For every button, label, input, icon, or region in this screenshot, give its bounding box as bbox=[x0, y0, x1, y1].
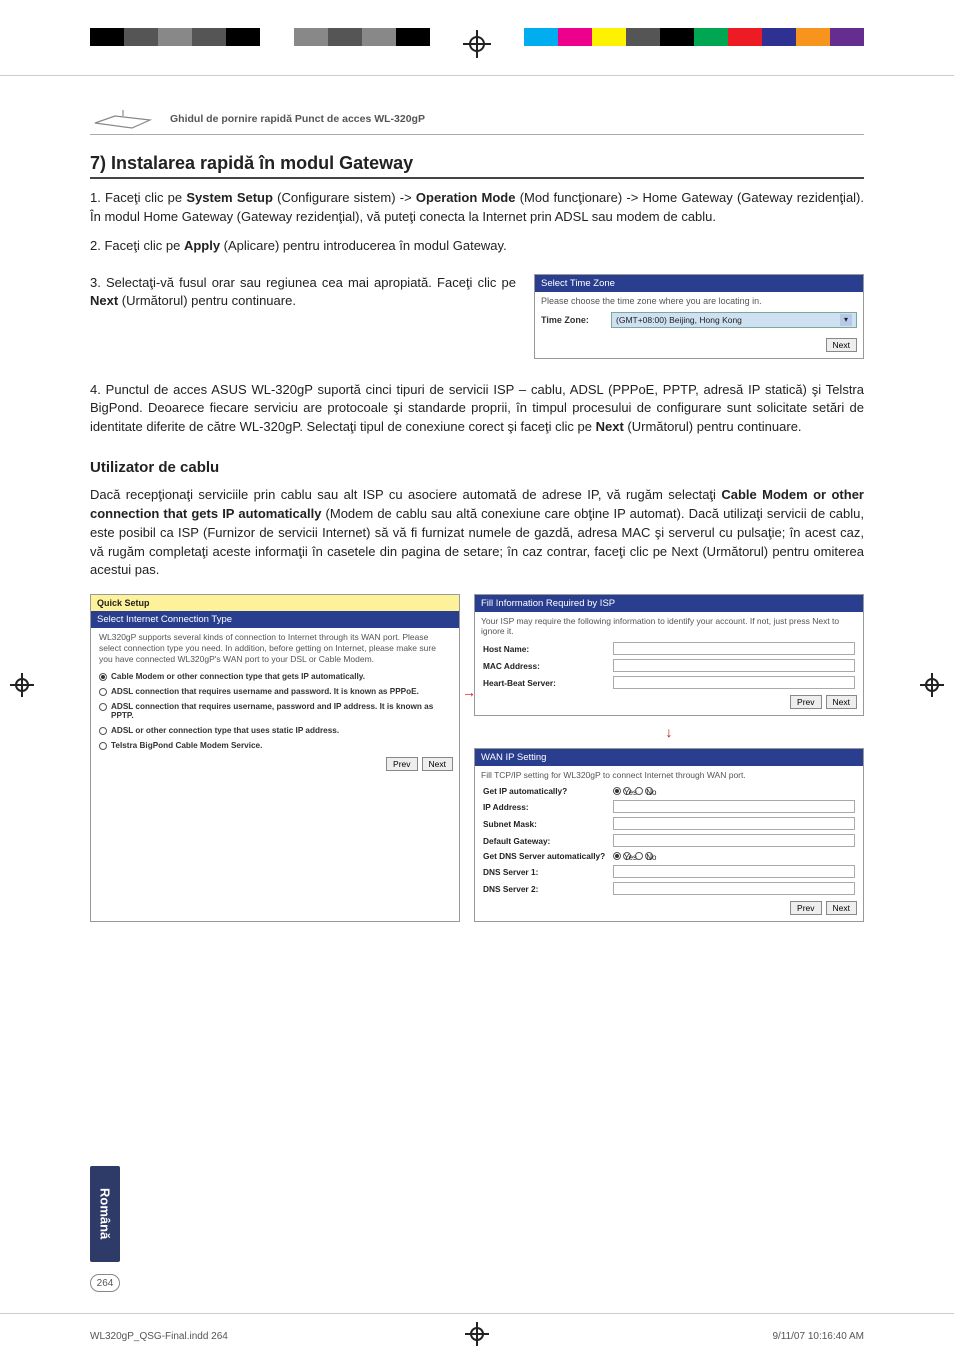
language-tab: Română bbox=[90, 1166, 120, 1262]
panel-desc: Fill TCP/IP setting for WL320gP to conne… bbox=[475, 766, 863, 784]
yes-text: Yes bbox=[623, 787, 631, 795]
document-header: Ghidul de pornire rapidă Punct de acces … bbox=[90, 76, 864, 135]
registration-mark-left bbox=[10, 673, 34, 697]
color-bars-right bbox=[524, 28, 864, 46]
radio-yes[interactable] bbox=[613, 852, 621, 860]
footer-timestamp: 9/11/07 10:16:40 AM bbox=[772, 1331, 864, 1342]
wan-ip-panel: WAN IP Setting Fill TCP/IP setting for W… bbox=[474, 748, 864, 922]
arrow-down-icon: ↓ bbox=[474, 724, 864, 740]
bold: Next bbox=[90, 293, 118, 308]
option-label: ADSL connection that requires username a… bbox=[111, 687, 419, 696]
panel-tab: Quick Setup bbox=[91, 595, 459, 611]
timezone-select[interactable]: (GMT+08:00) Beijing, Hong Kong ▾ bbox=[611, 312, 857, 328]
heartbeat-label: Heart-Beat Server: bbox=[483, 678, 613, 688]
cable-user-paragraph: Dacă recepţionaţi serviciile prin cablu … bbox=[90, 486, 864, 580]
dns2-input[interactable] bbox=[613, 882, 855, 895]
radio-no[interactable] bbox=[635, 787, 643, 795]
color-bars-left bbox=[90, 28, 430, 46]
next-button[interactable]: Next bbox=[422, 757, 453, 771]
text: 3. Selectaţi-vă fusul orar sau regiunea … bbox=[90, 275, 516, 290]
mask-input[interactable] bbox=[613, 817, 855, 830]
step-4: 4. Punctul de acces ASUS WL-320gP suport… bbox=[90, 381, 864, 438]
connection-option-static[interactable]: ADSL or other connection type that uses … bbox=[91, 723, 459, 738]
footer-divider bbox=[0, 1313, 954, 1314]
panel-title: Select Internet Connection Type bbox=[91, 611, 459, 628]
bold: Operation Mode bbox=[416, 190, 516, 205]
gateway-label: Default Gateway: bbox=[483, 836, 613, 846]
bold: System Setup bbox=[186, 190, 273, 205]
option-label: ADSL or other connection type that uses … bbox=[111, 726, 339, 735]
ip-label: IP Address: bbox=[483, 802, 613, 812]
prev-button[interactable]: Prev bbox=[790, 901, 821, 915]
dns1-label: DNS Server 1: bbox=[483, 867, 613, 877]
text: (Configurare sistem) -> bbox=[273, 190, 416, 205]
panel-title: Fill Information Required by ISP bbox=[475, 595, 863, 612]
mac-input[interactable] bbox=[613, 659, 855, 672]
text: Dacă recepţionaţi serviciile prin cablu … bbox=[90, 487, 721, 502]
gateway-input[interactable] bbox=[613, 834, 855, 847]
ip-input[interactable] bbox=[613, 800, 855, 813]
text: (Aplicare) pentru introducerea în modul … bbox=[220, 238, 507, 253]
dns2-label: DNS Server 2: bbox=[483, 884, 613, 894]
text: (Următorul) pentru continuare. bbox=[624, 419, 802, 434]
connection-option-pptp[interactable]: ADSL connection that requires username, … bbox=[91, 699, 459, 723]
option-label: ADSL connection that requires username, … bbox=[111, 702, 451, 720]
registration-mark-right bbox=[920, 673, 944, 697]
connection-option-pppoe[interactable]: ADSL connection that requires username a… bbox=[91, 684, 459, 699]
document-title: Ghidul de pornire rapidă Punct de acces … bbox=[170, 113, 425, 125]
registration-mark-bottom bbox=[465, 1322, 489, 1346]
auto-dns-label: Get DNS Server automatically? bbox=[483, 851, 613, 861]
dns1-input[interactable] bbox=[613, 865, 855, 878]
router-icon bbox=[90, 108, 160, 130]
auto-ip-label: Get IP automatically? bbox=[483, 786, 613, 796]
section-heading: 7) Instalarea rapidă în modul Gateway bbox=[90, 153, 864, 179]
step-1: 1. Faceţi clic pe System Setup (Configur… bbox=[90, 189, 864, 227]
panel-desc: Your ISP may require the following infor… bbox=[475, 612, 863, 640]
chevron-down-icon: ▾ bbox=[840, 314, 852, 326]
step-2: 2. Faceţi clic pe Apply (Aplicare) pentr… bbox=[90, 237, 864, 256]
option-label: Cable Modem or other connection type tha… bbox=[111, 672, 365, 681]
isp-info-panel: Fill Information Required by ISP Your IS… bbox=[474, 594, 864, 716]
yes-text: Yes bbox=[623, 852, 631, 860]
connection-option-cable[interactable]: Cable Modem or other connection type tha… bbox=[91, 669, 459, 684]
timezone-value: (GMT+08:00) Beijing, Hong Kong bbox=[616, 315, 742, 325]
prev-button[interactable]: Prev bbox=[386, 757, 417, 771]
bold: Apply bbox=[184, 238, 220, 253]
subsection-heading: Utilizator de cablu bbox=[90, 459, 864, 476]
page-number: 264 bbox=[90, 1274, 120, 1292]
footer-filename: WL320gP_QSG-Final.indd 264 bbox=[90, 1331, 228, 1342]
registration-mark-top bbox=[463, 30, 491, 58]
panel-title: WAN IP Setting bbox=[475, 749, 863, 766]
print-crop-header bbox=[0, 0, 954, 76]
hostname-input[interactable] bbox=[613, 642, 855, 655]
next-button[interactable]: Next bbox=[826, 901, 857, 915]
next-button[interactable]: Next bbox=[826, 338, 857, 352]
arrow-right-icon: → bbox=[462, 684, 476, 700]
quick-setup-panel: Quick Setup Select Internet Connection T… bbox=[90, 594, 460, 922]
hostname-label: Host Name: bbox=[483, 644, 613, 654]
timezone-label: Time Zone: bbox=[541, 315, 601, 325]
panel-title: Select Time Zone bbox=[535, 275, 863, 292]
next-button[interactable]: Next bbox=[826, 695, 857, 709]
mask-label: Subnet Mask: bbox=[483, 819, 613, 829]
bold: Next bbox=[596, 419, 624, 434]
connection-option-bigpond[interactable]: Telstra BigPond Cable Modem Service. bbox=[91, 738, 459, 753]
panel-desc: Please choose the time zone where you ar… bbox=[535, 292, 863, 310]
text: (Următorul) pentru continuare. bbox=[118, 293, 296, 308]
text: 1. Faceţi clic pe bbox=[90, 190, 186, 205]
heartbeat-input[interactable] bbox=[613, 676, 855, 689]
no-text: No bbox=[645, 787, 653, 795]
option-label: Telstra BigPond Cable Modem Service. bbox=[111, 741, 262, 750]
prev-button[interactable]: Prev bbox=[790, 695, 821, 709]
step-3: 3. Selectaţi-vă fusul orar sau regiunea … bbox=[90, 274, 516, 359]
text: 2. Faceţi clic pe bbox=[90, 238, 184, 253]
radio-no[interactable] bbox=[635, 852, 643, 860]
radio-yes[interactable] bbox=[613, 787, 621, 795]
panel-desc: WL320gP supports several kinds of connec… bbox=[91, 628, 459, 669]
mac-label: MAC Address: bbox=[483, 661, 613, 671]
timezone-panel: Select Time Zone Please choose the time … bbox=[534, 274, 864, 359]
no-text: No bbox=[645, 852, 653, 860]
